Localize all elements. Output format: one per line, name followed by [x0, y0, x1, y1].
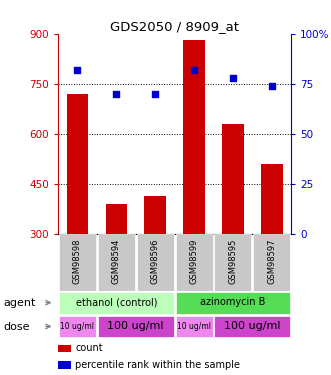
Text: count: count: [75, 344, 103, 354]
Text: GSM98599: GSM98599: [190, 239, 199, 284]
Bar: [175, 292, 290, 314]
Point: [191, 67, 197, 73]
Bar: [59, 234, 96, 291]
Point: [75, 67, 80, 73]
Bar: [98, 315, 174, 338]
Bar: [183, 40, 205, 234]
Text: GSM98598: GSM98598: [73, 239, 82, 284]
Bar: [58, 345, 71, 352]
Text: agent: agent: [3, 298, 36, 307]
Bar: [175, 234, 213, 291]
Bar: [58, 362, 71, 369]
Bar: [59, 315, 96, 338]
Bar: [67, 94, 88, 234]
Text: azinomycin B: azinomycin B: [200, 297, 266, 307]
Text: GSM98596: GSM98596: [151, 239, 160, 284]
Bar: [214, 234, 252, 291]
Bar: [137, 234, 174, 291]
Title: GDS2050 / 8909_at: GDS2050 / 8909_at: [110, 20, 239, 33]
Text: 10 ug/ml: 10 ug/ml: [60, 321, 94, 330]
Bar: [175, 315, 213, 338]
Text: percentile rank within the sample: percentile rank within the sample: [75, 360, 240, 370]
Bar: [144, 196, 166, 234]
Text: GSM98597: GSM98597: [267, 239, 276, 284]
Text: ethanol (control): ethanol (control): [75, 297, 157, 307]
Text: GSM98595: GSM98595: [228, 239, 237, 284]
Bar: [214, 315, 290, 338]
Point: [230, 75, 236, 81]
Text: dose: dose: [3, 321, 30, 332]
Bar: [222, 124, 244, 234]
Text: 100 ug/ml: 100 ug/ml: [224, 321, 281, 331]
Point: [153, 91, 158, 97]
Bar: [59, 292, 174, 314]
Bar: [98, 234, 135, 291]
Point: [269, 83, 274, 89]
Bar: [261, 164, 283, 234]
Bar: [253, 234, 290, 291]
Bar: [106, 204, 127, 234]
Text: GSM98594: GSM98594: [112, 239, 121, 284]
Point: [114, 91, 119, 97]
Text: 100 ug/ml: 100 ug/ml: [108, 321, 164, 331]
Text: 10 ug/ml: 10 ug/ml: [177, 321, 211, 330]
